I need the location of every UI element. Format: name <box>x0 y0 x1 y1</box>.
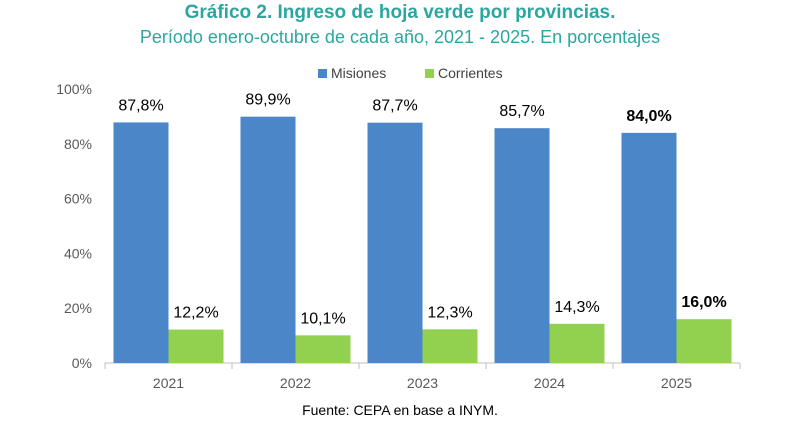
y-tick-label: 40% <box>64 245 92 261</box>
data-label: 14,3% <box>554 299 599 316</box>
bar-misiones-2024 <box>494 128 550 363</box>
bar-misiones-2021 <box>113 122 169 363</box>
y-tick-label: 60% <box>64 191 92 207</box>
data-label: 87,8% <box>118 97 163 114</box>
data-label: 87,7% <box>372 98 417 115</box>
y-tick-label: 20% <box>64 300 92 316</box>
data-label: 89,9% <box>245 92 290 109</box>
bar-misiones-2025 <box>621 132 677 363</box>
legend-swatch-misiones <box>318 69 327 78</box>
bar-corrientes-2022 <box>295 335 351 363</box>
legend-label-corrientes: Corrientes <box>438 65 503 81</box>
y-tick-label: 0% <box>72 355 92 371</box>
source-note: Fuente: CEPA en base a INYM. <box>302 402 498 418</box>
bar-corrientes-2024 <box>549 323 605 363</box>
legend: Misiones Corrientes <box>318 65 503 81</box>
x-tick-label: 2022 <box>280 375 311 391</box>
legend-swatch-corrientes <box>425 69 434 78</box>
chart-title: Gráfico 2. Ingreso de hoja verde por pro… <box>184 2 616 23</box>
x-tick-label: 2025 <box>661 375 692 391</box>
data-labels: 87,8% 12,2% 89,9% 10,1% 87,7% 12,3% 85,7% 14,3%… <box>118 92 726 328</box>
x-axis: 2021 2022 2023 2024 2025 <box>104 362 741 391</box>
data-label: 85,7% <box>499 103 544 120</box>
bar-corrientes-2025 <box>676 319 732 363</box>
data-label: 16,0% <box>681 294 726 311</box>
data-label: 12,2% <box>173 305 218 322</box>
y-tick-label: 80% <box>64 136 92 152</box>
chart-subtitle: Período enero-octubre de cada año, 2021 … <box>139 27 661 47</box>
data-label: 10,1% <box>300 310 345 327</box>
bar-chart: Misiones Corrientes 0% 20% 40% 60% 80% 100% 20… <box>56 65 741 391</box>
bar-corrientes-2021 <box>168 329 224 363</box>
bar-misiones-2023 <box>367 122 423 364</box>
y-axis: 0% 20% 40% 60% 80% 100% <box>56 81 92 371</box>
bar-corrientes-2023 <box>422 329 478 363</box>
bar-misiones-2022 <box>240 116 296 363</box>
x-tick-label: 2021 <box>153 375 184 391</box>
bars <box>113 116 732 364</box>
x-tick-label: 2024 <box>534 375 565 391</box>
data-label: 84,0% <box>626 108 671 125</box>
x-tick-label: 2023 <box>407 375 438 391</box>
data-label: 12,3% <box>427 304 472 321</box>
legend-label-misiones: Misiones <box>331 65 386 81</box>
y-tick-label: 100% <box>56 81 92 97</box>
